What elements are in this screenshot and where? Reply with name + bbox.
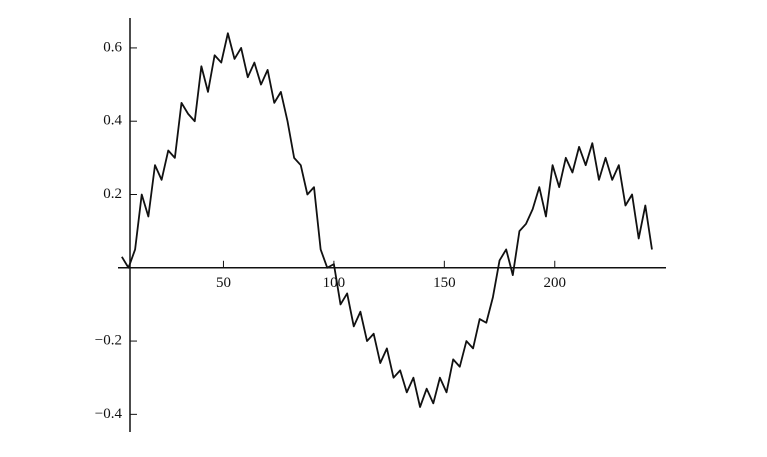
y-tick-label: −0.4: [95, 406, 123, 422]
data-line: [121, 32, 653, 408]
x-tick-label: 50: [216, 275, 231, 291]
y-tick-label: 0.4: [103, 113, 122, 129]
y-tick-label: 0.6: [103, 39, 122, 55]
x-tick-label: 200: [544, 275, 567, 291]
y-tick-label: −0.2: [95, 332, 122, 348]
y-tick-label: 0.2: [103, 186, 122, 202]
x-tick-label: 100: [323, 275, 346, 291]
x-tick-label: 150: [433, 275, 456, 291]
